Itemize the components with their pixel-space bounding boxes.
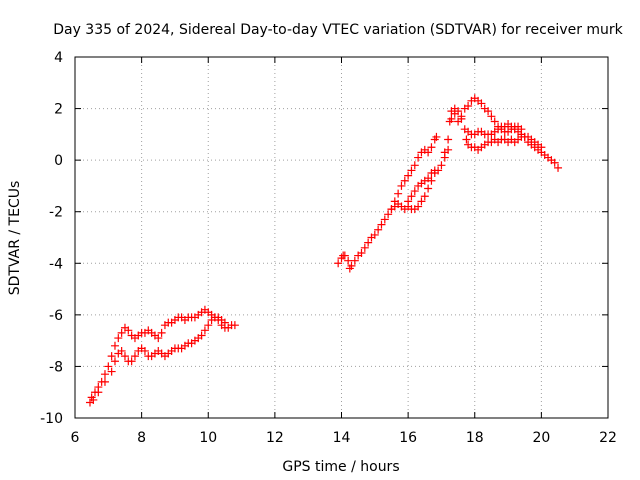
data-point — [130, 352, 139, 361]
data-point — [424, 184, 433, 193]
y-tick-label: 0 — [54, 153, 63, 169]
grid — [75, 57, 608, 418]
x-axis-label: GPS time / hours — [282, 459, 399, 475]
data-point — [394, 189, 403, 198]
data-point — [117, 328, 126, 337]
data-point — [427, 143, 436, 152]
data-point — [484, 107, 493, 116]
y-tick-label: -2 — [49, 205, 63, 221]
data-point — [110, 341, 119, 350]
x-tick-label: 20 — [532, 430, 550, 446]
data-point — [397, 181, 406, 190]
data-point — [370, 230, 379, 239]
data-point — [220, 318, 229, 327]
data-point — [100, 377, 109, 386]
data-point — [434, 166, 443, 175]
data-point — [462, 135, 471, 144]
data-point — [417, 197, 426, 206]
y-tick-label: -4 — [49, 256, 63, 272]
x-tick-label: 8 — [137, 430, 146, 446]
data-point — [340, 251, 349, 260]
x-tick-label: 18 — [466, 430, 484, 446]
data-points — [85, 94, 563, 407]
data-point — [94, 388, 103, 397]
data-point — [117, 346, 126, 355]
y-axis-label: SDTVAR / TECUs — [7, 181, 23, 296]
data-point — [554, 163, 563, 172]
data-point — [114, 334, 123, 343]
data-point — [107, 352, 116, 361]
chart-title: Day 335 of 2024, Sidereal Day-to-day VTE… — [53, 22, 623, 38]
data-point — [140, 346, 149, 355]
data-point — [550, 158, 559, 167]
x-tick-label: 16 — [399, 430, 417, 446]
y-tick-label: -8 — [49, 359, 63, 375]
data-point — [407, 166, 416, 175]
data-point — [120, 352, 129, 361]
data-point — [457, 114, 466, 123]
data-point — [464, 101, 473, 110]
data-point — [387, 205, 396, 214]
data-point — [334, 259, 343, 268]
y-tick-labels: -10 -8 -6 -4 -2 0 2 4 — [40, 50, 63, 427]
data-point — [414, 153, 423, 162]
axis-ticks — [74, 56, 609, 419]
data-point — [380, 215, 389, 224]
data-point — [374, 225, 383, 234]
data-point — [124, 326, 133, 335]
data-point — [437, 161, 446, 170]
data-point — [487, 112, 496, 121]
data-point — [407, 192, 416, 201]
data-point — [410, 161, 419, 170]
y-tick-label: 4 — [54, 50, 63, 66]
data-point — [420, 192, 429, 201]
data-point — [432, 132, 441, 141]
data-point — [89, 395, 98, 404]
x-tick-label: 14 — [333, 430, 351, 446]
data-point — [404, 197, 413, 206]
y-tick-label: -6 — [49, 308, 63, 324]
data-point — [350, 256, 359, 265]
data-point — [127, 357, 136, 366]
data-point — [200, 326, 209, 335]
x-tick-label: 22 — [599, 430, 617, 446]
y-tick-label: -10 — [40, 411, 63, 427]
data-point — [364, 238, 373, 247]
data-point — [477, 99, 486, 108]
x-tick-label: 12 — [266, 430, 284, 446]
data-point — [107, 367, 116, 376]
data-point — [447, 114, 456, 123]
data-point — [537, 143, 546, 152]
data-point — [104, 362, 113, 371]
data-point — [414, 202, 423, 211]
data-point — [197, 331, 206, 340]
data-point — [444, 135, 453, 144]
data-point — [377, 220, 386, 229]
data-point — [490, 117, 499, 126]
data-point — [204, 321, 213, 330]
data-point — [157, 328, 166, 337]
x-tick-label: 6 — [71, 430, 80, 446]
data-point — [347, 261, 356, 270]
data-point — [390, 197, 399, 206]
data-point — [400, 176, 409, 185]
data-point — [110, 357, 119, 366]
data-point — [230, 321, 239, 330]
data-point — [357, 248, 366, 257]
data-point — [440, 153, 449, 162]
data-point — [404, 171, 413, 180]
data-point — [424, 148, 433, 157]
data-point — [360, 243, 369, 252]
data-point — [424, 174, 433, 183]
data-point — [384, 210, 393, 219]
data-point — [100, 370, 109, 379]
x-tick-labels: 6 8 10 12 14 16 18 20 22 — [71, 430, 617, 446]
x-tick-label: 10 — [199, 430, 217, 446]
data-point — [444, 145, 453, 154]
data-point — [410, 187, 419, 196]
data-point — [154, 334, 163, 343]
data-point — [454, 107, 463, 116]
y-tick-label: 2 — [54, 102, 63, 118]
